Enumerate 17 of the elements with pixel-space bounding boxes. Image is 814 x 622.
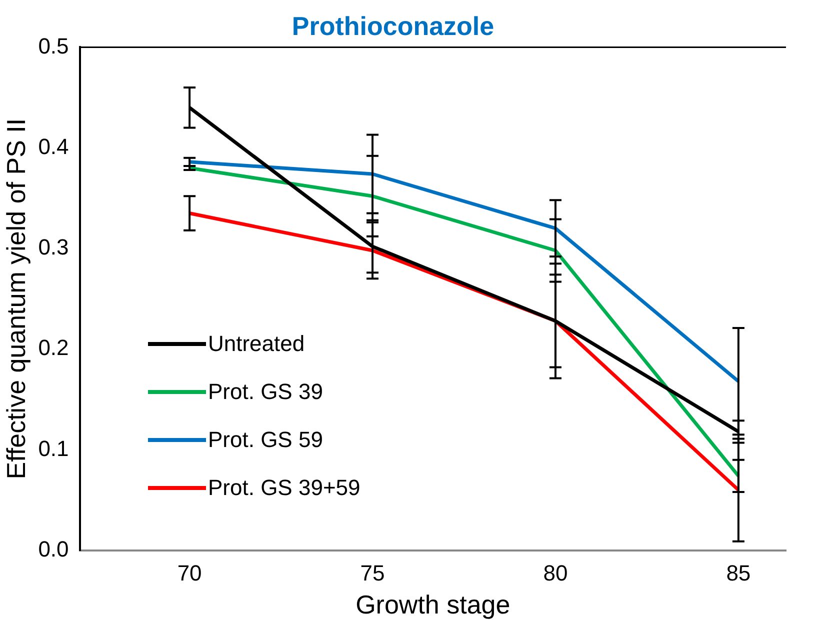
x-axis-title: Growth stage — [356, 590, 510, 620]
legend-label: Prot. GS 39+59 — [208, 475, 360, 501]
y-tick-label: 0.3 — [38, 234, 69, 260]
x-tick-label: 85 — [726, 560, 751, 586]
y-tick-label: 0.2 — [38, 335, 69, 360]
y-tick-label: 0.1 — [38, 436, 69, 461]
y-tick-label: 0.4 — [38, 134, 69, 159]
x-tick-label: 80 — [543, 560, 568, 586]
y-tick-label: 0.0 — [38, 536, 69, 562]
chart-title: Prothioconazole — [292, 10, 494, 41]
y-tick-label: 0.5 — [38, 33, 69, 58]
y-axis-title: Effective quantum yield of PS II — [0, 118, 31, 480]
legend-label: Untreated — [208, 331, 305, 357]
x-tick-label: 70 — [177, 560, 202, 586]
x-tick-label: 75 — [360, 560, 385, 586]
legend-label: Prot. GS 39 — [208, 379, 323, 405]
legend-label: Prot. GS 59 — [208, 427, 323, 453]
